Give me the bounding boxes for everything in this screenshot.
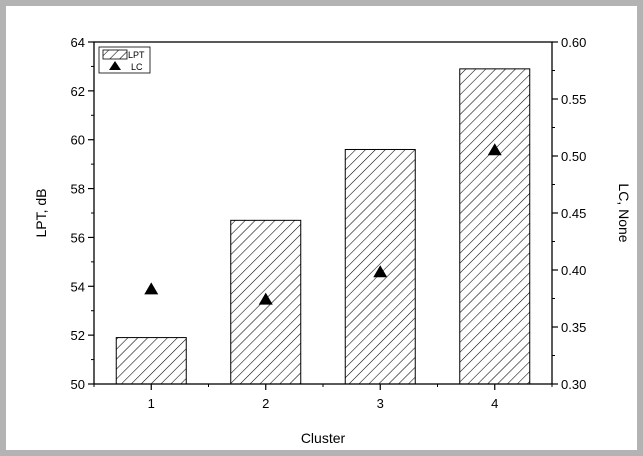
legend-label-lc: LC — [131, 62, 143, 72]
x-axis-ticks: 1 2 3 4 — [93, 384, 553, 411]
x-tick-label: 1 — [148, 396, 155, 411]
right-axis-label: LC, None — [616, 183, 632, 242]
x-axis-label: Cluster — [301, 430, 346, 446]
right-tick-label: 0.45 — [561, 206, 586, 221]
left-axis-label: LPT, dB — [33, 188, 49, 237]
left-tick-label: 62 — [71, 84, 85, 99]
legend-label-lpt: LPT — [128, 50, 145, 60]
left-axis-ticks: 50 52 54 56 58 60 62 64 — [71, 35, 94, 392]
legend-swatch-lpt — [102, 49, 128, 60]
left-tick-label: 56 — [71, 230, 85, 245]
legend: LPT LC — [98, 46, 151, 74]
right-tick-label: 0.50 — [561, 149, 586, 164]
right-tick-label: 0.55 — [561, 92, 586, 107]
marker-lc-2 — [258, 292, 273, 305]
marker-lc-1 — [144, 282, 159, 295]
x-tick-label: 4 — [491, 396, 498, 411]
left-tick-label: 64 — [71, 35, 85, 50]
left-tick-label: 52 — [71, 328, 85, 343]
x-tick-label: 3 — [377, 396, 384, 411]
right-tick-label: 0.30 — [561, 377, 586, 392]
left-tick-label: 58 — [71, 182, 85, 197]
right-tick-label: 0.60 — [561, 35, 586, 50]
marker-lc-3 — [373, 265, 388, 278]
right-tick-label: 0.35 — [561, 320, 586, 335]
bar-lpt-1 — [115, 337, 187, 385]
marker-series-lc — [144, 143, 502, 305]
legend-marker-lc — [109, 61, 121, 70]
left-tick-label: 54 — [71, 279, 85, 294]
bar-lpt-4 — [459, 68, 531, 385]
bar-series-lpt — [115, 68, 531, 385]
right-axis-ticks: 0.30 0.35 0.40 0.45 0.50 0.55 0.60 — [552, 35, 586, 392]
left-tick-label: 60 — [71, 133, 85, 148]
left-tick-label: 50 — [71, 377, 85, 392]
marker-lc-4 — [487, 143, 502, 156]
right-tick-label: 0.40 — [561, 263, 586, 278]
x-tick-label: 2 — [262, 396, 269, 411]
